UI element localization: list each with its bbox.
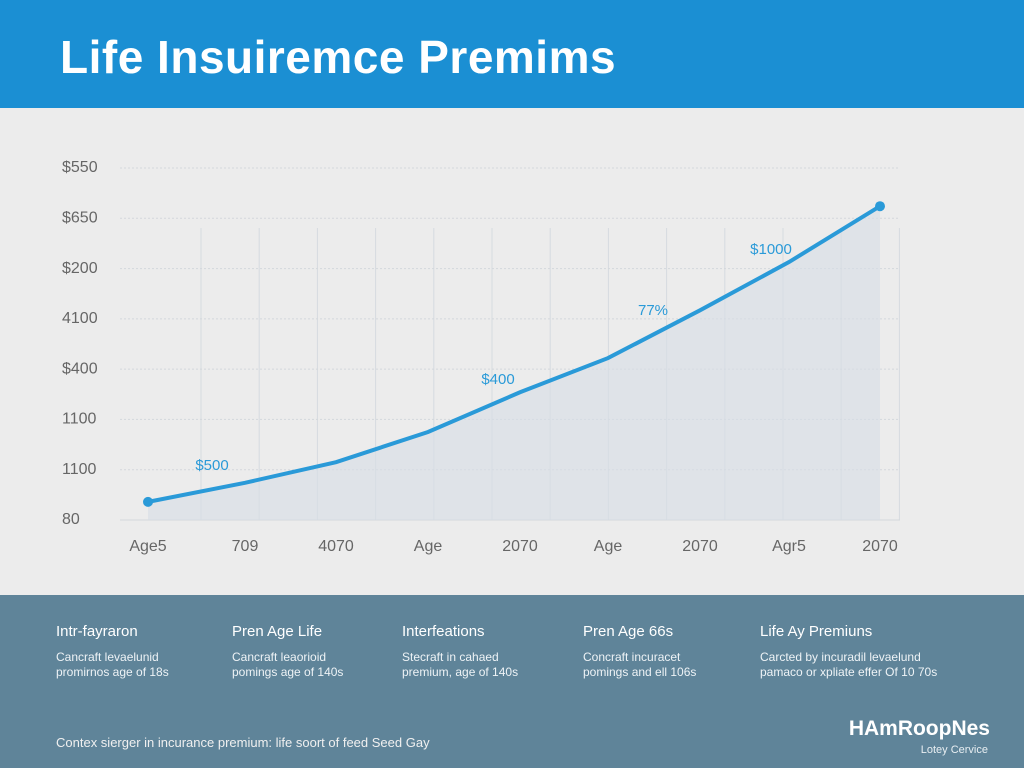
chart: 80 1100 1100 $400 4100 $200 $650 $550 Age5 709 407… (62, 159, 900, 555)
annotation: $1000 (750, 241, 792, 258)
info-heading: Interfeations (402, 623, 485, 640)
area-fill (148, 206, 880, 520)
info-text: pomings age of 140s (232, 665, 344, 679)
x-tick-label: Agr5 (772, 538, 806, 555)
info-column: Pren Age Life Cancraft leaorioid pomings a… (232, 623, 402, 680)
y-tick-label: 1100 (62, 461, 97, 478)
y-tick-label: $400 (62, 360, 98, 377)
header: Life Insuiremce Premims (0, 0, 1024, 108)
info-heading: Life Ay Premiuns (760, 623, 873, 640)
info-text: premium, age of 140s (402, 665, 519, 679)
info-column: Intr-fayraron Cancraft levaelunid promirno… (56, 623, 226, 680)
info-heading: Pren Age Life (232, 623, 323, 640)
x-tick-label: 709 (232, 538, 259, 555)
end-dot (143, 496, 153, 507)
info-text: Cancraft leaorioid (232, 650, 327, 664)
info-column: Interfeations Stecraft in cahaed premium, … (402, 623, 572, 680)
x-tick-label: 4070 (318, 538, 354, 555)
footer-note: Contex sierger in incurance premium: lif… (56, 735, 430, 750)
info-text: Stecraft in cahaed (402, 650, 499, 664)
y-tick-label: $550 (62, 159, 98, 176)
y-tick-label: $650 (62, 210, 98, 227)
brand: HAmRoopNes (848, 717, 990, 740)
x-tick-label: 2070 (502, 538, 538, 555)
x-tick-label: Age (414, 538, 443, 555)
y-tick-label: 1100 (62, 411, 97, 428)
annotation: $400 (481, 371, 514, 388)
info-text: Carcted by incuradil levaelund (760, 650, 921, 664)
info-column: Pren Age 66s Concraft incuracet pomings an… (583, 623, 753, 680)
info-heading: Intr-fayraron (56, 623, 138, 640)
info-text: pomings and ell 106s (583, 665, 697, 679)
info-text: promirnos age of 18s (56, 665, 169, 679)
y-tick-label: 80 (62, 511, 80, 528)
y-tick-label: $200 (62, 260, 98, 277)
info-column: Life Ay Premiuns Carcted by incuradil lev… (760, 623, 938, 680)
x-tick-label: Age (594, 538, 623, 555)
tagline: Lotey Cervice (920, 744, 988, 756)
annotation: $500 (195, 457, 228, 474)
title: Life Insuiremce Premims (60, 31, 617, 83)
info-text: Cancraft levaelunid (56, 650, 159, 664)
end-dot (875, 201, 885, 212)
y-tick-label: 4100 (62, 310, 98, 327)
x-tick-label: 2070 (682, 538, 718, 555)
info-panel: Intr-fayraron Cancraft levaelunid promirno… (0, 595, 1024, 768)
annotation: 77% (638, 302, 668, 319)
x-tick-label: Age5 (129, 538, 166, 555)
info-heading: Pren Age 66s (583, 623, 674, 640)
info-text: pamaco or xpliate effer Of 10 70s (760, 665, 938, 679)
info-text: Concraft incuracet (583, 650, 681, 664)
x-tick-label: 2070 (862, 538, 898, 555)
line (146, 204, 882, 504)
